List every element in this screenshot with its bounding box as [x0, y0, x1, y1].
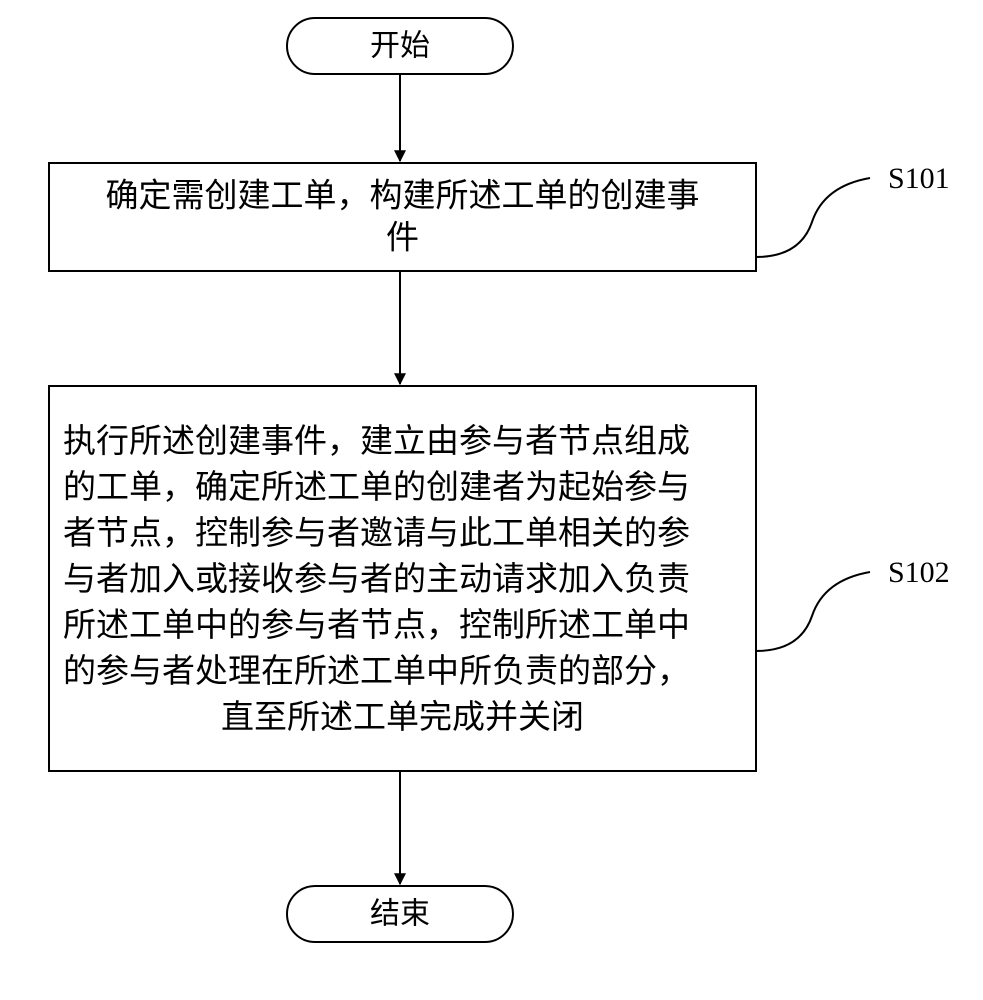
node-s102-line-2: 者节点，控制参与者邀请与此工单相关的参 — [63, 515, 690, 552]
annotation-note-s102: S102 — [756, 556, 950, 651]
node-s101-line-1: 件 — [386, 221, 419, 257]
node-s101-line-0: 确定需创建工单，构建所述工单的创建事 — [106, 178, 700, 215]
node-s102: 执行所述创建事件，建立由参与者节点组成的工单，确定所述工单的创建者为起始参与者节… — [49, 386, 756, 771]
node-s102-line-0: 执行所述创建事件，建立由参与者节点组成 — [63, 423, 690, 460]
node-s102-line-5: 的参与者处理在所述工单中所负责的部分， — [63, 653, 690, 690]
annotation-note-s101: S101 — [756, 162, 950, 257]
annotation-note-s101-label: S101 — [888, 162, 950, 195]
node-s102-line-4: 所述工单中的参与者节点，控制所述工单中 — [63, 607, 690, 644]
node-end: 结束 — [287, 886, 513, 942]
node-start-label: 开始 — [370, 30, 430, 63]
node-s102-line-6: 直至所述工单完成并关闭 — [221, 699, 584, 736]
node-s102-line-1: 的工单，确定所述工单的创建者为起始参与 — [63, 469, 690, 506]
node-s102-line-3: 与者加入或接收参与者的主动请求加入负责 — [63, 561, 690, 598]
annotation-note-s102-label: S102 — [888, 556, 950, 589]
node-end-label: 结束 — [370, 898, 430, 931]
node-s101: 确定需创建工单，构建所述工单的创建事件 — [49, 163, 756, 271]
node-start: 开始 — [287, 18, 513, 74]
